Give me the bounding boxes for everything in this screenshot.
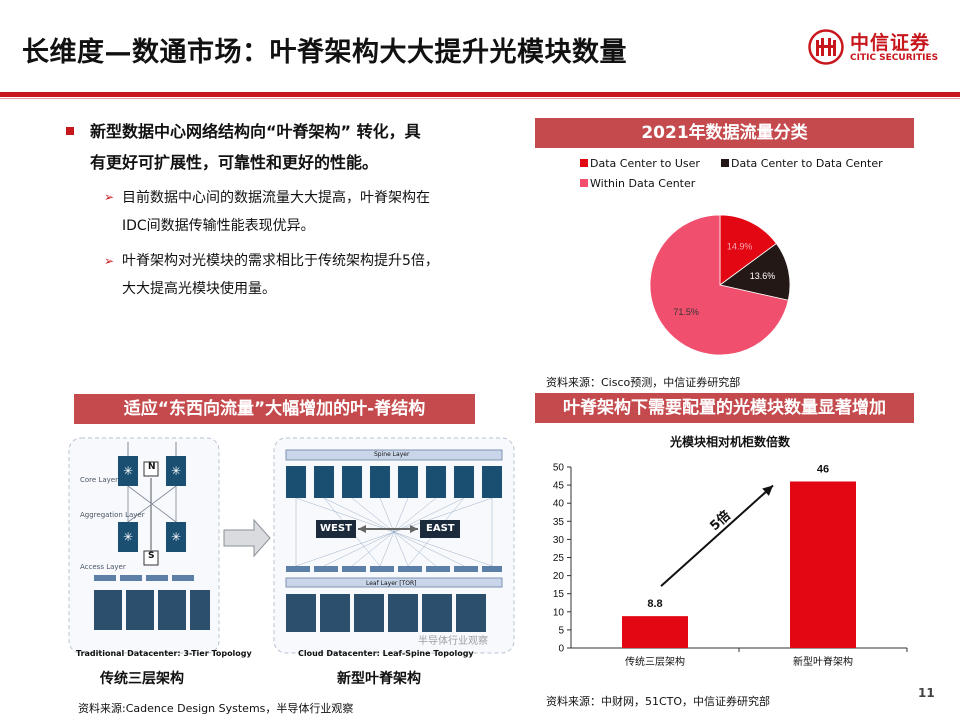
east-west-arrowhead-right [410, 525, 418, 533]
page-number: 11 [918, 686, 935, 700]
traditional-architecture-name: 传统三层架构 [100, 671, 184, 687]
pie-section-title: 2021年数据流量分类 [535, 118, 914, 148]
pie-legend-label-2: Data Center to Data Center [731, 157, 883, 170]
watermark-text: 半导体行业观察 [418, 636, 488, 647]
pie-value-label-2: 13.6% [750, 271, 776, 281]
bar-chart: 光模块相对机柜数倍数 0 5 10 15 20 25 30 35 40 45 50 8.8 传统三层架构 4… [553, 434, 908, 668]
bar-1 [622, 616, 688, 648]
y-tick-label: 15 [553, 589, 565, 600]
sub-bullet-arrow-icon: ➢ [104, 190, 115, 204]
growth-arrowhead-icon [762, 485, 773, 496]
spine-leaf-mesh [295, 497, 493, 567]
north-marker [143, 461, 159, 477]
y-tick-label: 0 [558, 644, 564, 655]
sub-bullet-arrow-icon: ➢ [104, 254, 115, 268]
citic-logo: 中信证券 CITIC SECURITIES [808, 26, 948, 74]
spine-layer-label: Spine Layer [374, 451, 410, 458]
east-label-box [420, 520, 460, 538]
svg-text:✳: ✳ [123, 530, 133, 544]
pie-slice-1 [719, 214, 777, 286]
pie-slice-3 [649, 214, 789, 356]
bar-chart-title: 光模块相对机柜数倍数 [669, 434, 791, 449]
traditional-caption: Traditional Datacenter: 3-Tier Topology [76, 649, 252, 658]
y-tick-label: 40 [553, 499, 565, 510]
sub-bullet-2-line1: 叶脊架构对光模块的需求相比于传统架构提升5倍， [122, 253, 439, 269]
bullet-square-icon [66, 127, 74, 135]
y-tick-label: 30 [553, 535, 565, 546]
pie-legend-item-2: Data Center to Data Center [721, 157, 883, 170]
pie-slice-2 [719, 242, 791, 301]
main-bullet-line2: 有更好可扩展性，可靠性和更好的性能。 [90, 153, 379, 172]
leaf-switches [286, 566, 502, 572]
y-tick-label: 45 [553, 481, 565, 492]
page-title: 长维度—数通市场：叶脊架构大大提升光模块数量 [22, 37, 627, 68]
pie-value-label-1: 14.9% [727, 241, 753, 251]
bar-value-label-2: 46 [817, 463, 829, 475]
spine-switches [286, 466, 502, 498]
growth-arrow [660, 484, 774, 587]
pie-chart: 14.9% 13.6% 71.5% [649, 214, 791, 356]
aggregation-layer-label: Aggregation Layer [80, 511, 145, 519]
citic-logo-icon [808, 29, 844, 65]
uplink-arrows-left [127, 442, 177, 456]
sub-bullet-1-line1: 目前数据中心间的数据流量大大提高，叶脊架构在 [122, 190, 430, 206]
leaf-spine-caption: Cloud Datacenter: Leaf-Spine Topology [298, 649, 474, 658]
growth-arrow-label: 5倍 [707, 508, 734, 535]
logo-text-cn: 中信证券 [850, 32, 931, 54]
pie-legend-label-1: Data Center to User [590, 157, 700, 170]
y-tick-label: 50 [553, 463, 565, 474]
sub-bullet-1-line2: IDC间数据传输性能表现优异。 [122, 218, 315, 234]
transition-arrow-icon [223, 518, 271, 558]
legend-swatch-dark [721, 159, 729, 167]
bar-source: 资料来源：中财网，51CTO，中信证券研究部 [546, 695, 771, 708]
y-tick-label: 20 [553, 571, 565, 582]
east-label: EAST [426, 523, 455, 534]
core-switches: ✳ ✳ [118, 456, 186, 486]
pie-source: 资料来源：Cisco预测，中信证券研究部 [546, 376, 741, 389]
y-tick-label: 10 [553, 607, 565, 618]
south-label: S [148, 551, 155, 561]
bar-value-label-1: 8.8 [647, 598, 662, 610]
legend-swatch-red [580, 159, 588, 167]
network-topology-diagram: ✳ ✳ ✳ ✳ [68, 437, 515, 654]
leaf-spine-architecture-name: 新型叶脊架构 [337, 671, 421, 687]
access-switches [94, 575, 194, 581]
north-label: N [148, 462, 156, 472]
svg-text:✳: ✳ [123, 464, 133, 478]
pie-legend-item-3: Within Data Center [580, 177, 695, 190]
y-tick-label: 5 [558, 625, 564, 636]
access-layer-label: Access Layer [80, 563, 126, 571]
servers-left [94, 590, 210, 630]
core-aggregation-links [127, 485, 177, 523]
bar-2 [790, 481, 856, 648]
logo-text-en: CITIC SECURITIES [850, 53, 939, 63]
pie-legend-label-3: Within Data Center [590, 177, 696, 190]
svg-text:✳: ✳ [171, 464, 181, 478]
servers-right [286, 594, 486, 632]
west-label-box [316, 520, 356, 538]
y-tick-label: 25 [553, 553, 565, 564]
diagram-source: 资料来源:Cadence Design Systems，半导体行业观察 [78, 702, 354, 715]
header-divider-thin [0, 98, 960, 99]
legend-swatch-pink [580, 179, 588, 187]
leaf-layer-label: Leaf Layer [TOR] [366, 580, 417, 587]
east-west-arrowhead-left [358, 525, 366, 533]
x-tick-label-2: 新型叶脊架构 [793, 655, 853, 668]
header-divider [0, 92, 960, 97]
sub-bullet-2-line2: 大大提高光模块使用量。 [122, 281, 276, 297]
aggregation-switches: ✳ ✳ [118, 522, 186, 552]
south-marker [143, 550, 159, 566]
svg-text:✳: ✳ [171, 530, 181, 544]
west-label: WEST [320, 523, 352, 534]
core-layer-label: Core Layer [80, 476, 118, 484]
pie-legend-item-1: Data Center to User [580, 157, 700, 170]
bar-section-title: 叶脊架构下需要配置的光模块数量显著增加 [535, 393, 914, 423]
pie-value-label-3: 71.5% [673, 307, 699, 317]
spine-layer-bar [285, 449, 503, 461]
diagram-section-title: 适应“东西向流量”大幅增加的叶-脊结构 [74, 394, 475, 424]
x-tick-label-1: 传统三层架构 [625, 655, 685, 668]
leaf-layer-bar [285, 577, 503, 588]
main-bullet-line1: 新型数据中心网络结构向“叶脊架构” 转化，具 [90, 122, 421, 141]
y-tick-label: 35 [553, 517, 565, 528]
